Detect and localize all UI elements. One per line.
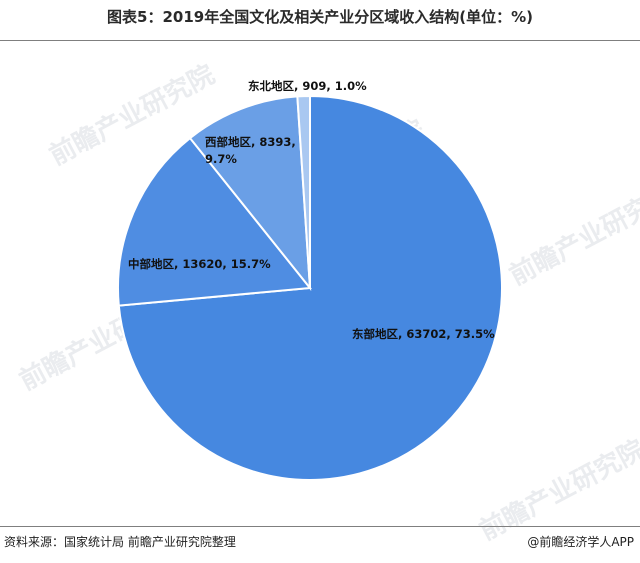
source-note: 资料来源：国家统计局 前瞻产业研究院整理: [4, 535, 236, 549]
title-divider: [0, 40, 640, 41]
label-northeast: 东北地区, 909, 1.0%: [248, 79, 367, 93]
chart-title: 图表5：2019年全国文化及相关产业分区域收入结构(单位：%): [107, 8, 533, 26]
label-west: 西部地区, 8393, 9.7%: [205, 135, 296, 166]
slice-west: [188, 95, 312, 292]
label-east: 东部地区, 63702, 73.5%: [352, 327, 495, 341]
label-central: 中部地区, 13620, 15.7%: [128, 257, 271, 271]
slice-central: [117, 136, 312, 307]
slice-northeast: [296, 94, 311, 289]
footer-divider: [0, 526, 640, 527]
brand-credit: @前瞻经济学人APP: [527, 535, 634, 549]
